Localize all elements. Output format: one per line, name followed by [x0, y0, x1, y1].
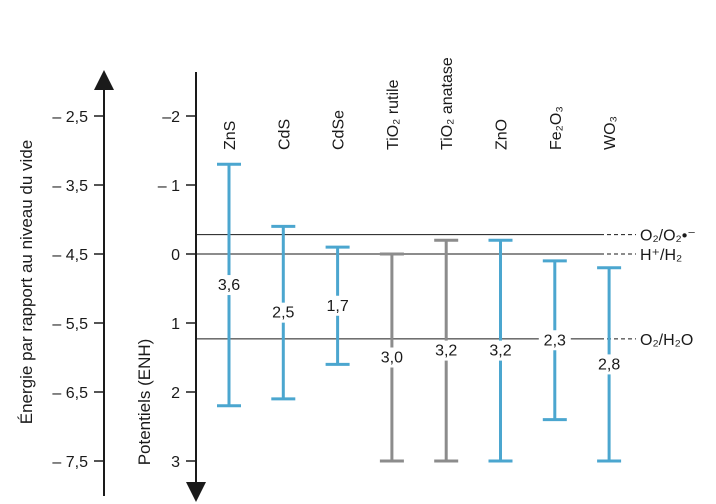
material-name: TiO₂ rutile — [385, 79, 402, 150]
left-axis-tick-label: – 7,5 — [52, 454, 88, 471]
left-axis-tick-label: – 3,5 — [52, 178, 88, 195]
left-axis-tick-label: – 5,5 — [52, 316, 88, 333]
left-axis-ticks: – 2,5 – 3,5 – 4,5 – 5,5 – 6,5 – 7,5 — [52, 109, 104, 471]
right-axis-tick-label: 1 — [171, 316, 180, 333]
material-name: ZnS — [222, 121, 239, 150]
right-axis-tick-label: –2 — [162, 109, 180, 126]
material-name: ZnO — [494, 119, 511, 150]
gap-label-backdrop — [267, 302, 300, 323]
right-axis-tick-label: – 1 — [158, 178, 180, 195]
material-name: CdS — [276, 119, 293, 150]
gap-label-backdrop — [213, 275, 245, 296]
gap-label-backdrop — [430, 340, 463, 361]
band-gap-label: 3,2 — [489, 343, 511, 360]
material-names: ZnS CdS CdSe TiO₂ rutile TiO₂ anatase ZnO Fe₂O… — [222, 57, 619, 150]
material-name: WO₃ — [602, 116, 619, 150]
left-axis-tick-label: – 6,5 — [52, 385, 88, 402]
band-gap-label: 2,5 — [272, 305, 294, 322]
reference-level-label: O₂/H₂O — [640, 332, 693, 349]
band-gap-label: 1,7 — [326, 298, 348, 315]
right-axis-ticks: –2 – 1 0 1 2 3 — [158, 109, 196, 471]
band-gap-label: 3,2 — [435, 343, 457, 360]
right-axis-tick-label: 0 — [171, 247, 180, 264]
material-name: CdSe — [331, 110, 348, 150]
gap-label-backdrop — [321, 295, 354, 316]
left-axis-label: Énergie par rapport au niveau du vide — [17, 140, 36, 424]
gap-label-backdrop — [375, 347, 408, 368]
reference-level-label: H⁺/H₂ — [640, 247, 682, 264]
gap-label-backdrop — [538, 330, 571, 351]
material-bars: 3,6 2,5 1,7 3,0 3,2 3,2 2,3 2,8 — [213, 162, 626, 463]
gap-label-backdrop — [593, 354, 626, 375]
right-axis-tick-label: 2 — [171, 385, 180, 402]
gap-label-backdrop — [484, 340, 517, 361]
band-gap-label: 3,0 — [381, 350, 403, 367]
material-name: Fe₂O₃ — [548, 106, 565, 150]
left-axis-tick-label: – 4,5 — [52, 247, 88, 264]
reference-level-label: O₂/O₂•⁻ — [640, 228, 696, 245]
reference-levels: O₂/O₂•⁻ H⁺/H₂ O₂/H₂O — [196, 228, 696, 349]
band-gap-label: 2,3 — [544, 332, 566, 349]
left-axis-tick-label: – 2,5 — [52, 109, 88, 126]
right-axis-label: Potentiels (ENH) — [135, 339, 154, 466]
band-gap-label: 2,8 — [598, 356, 620, 373]
right-axis-tick-label: 3 — [171, 454, 180, 471]
material-name: TiO₂ anatase — [439, 57, 456, 150]
band-gap-label: 3,6 — [218, 277, 240, 294]
